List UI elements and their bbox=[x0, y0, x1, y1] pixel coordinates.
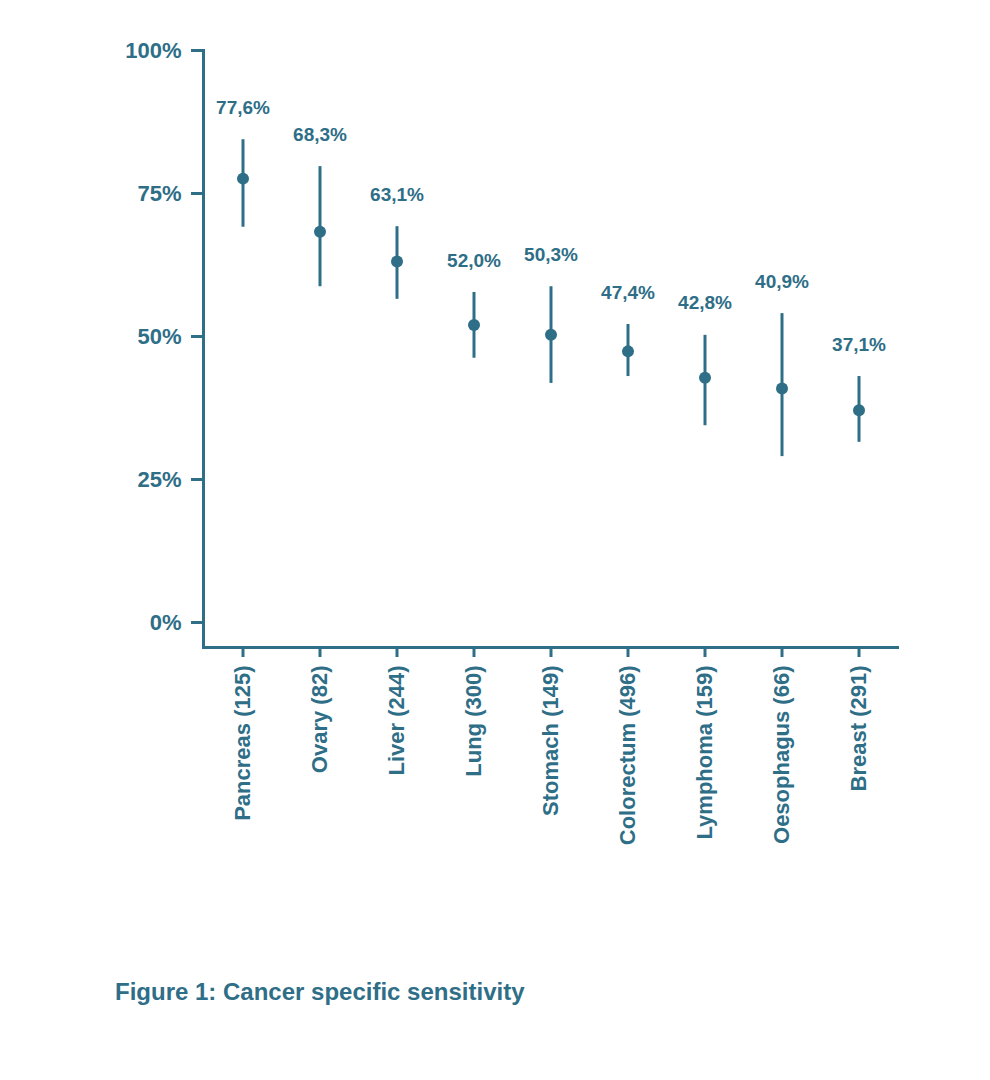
svg-text:Lung (300): Lung (300) bbox=[461, 666, 486, 777]
svg-text:Lymphoma (159): Lymphoma (159) bbox=[692, 666, 717, 840]
svg-text:Pancreas (125): Pancreas (125) bbox=[230, 666, 255, 821]
svg-text:Liver (244): Liver (244) bbox=[384, 666, 409, 776]
svg-text:63,1%: 63,1% bbox=[370, 184, 424, 205]
svg-text:Ovary (82): Ovary (82) bbox=[307, 666, 332, 774]
svg-text:42,8%: 42,8% bbox=[678, 292, 732, 313]
svg-text:Stomach (149): Stomach (149) bbox=[538, 666, 563, 816]
svg-text:100%: 100% bbox=[125, 38, 181, 63]
svg-text:47,4%: 47,4% bbox=[601, 282, 655, 303]
svg-text:50,3%: 50,3% bbox=[524, 244, 578, 265]
svg-text:68,3%: 68,3% bbox=[293, 124, 347, 145]
svg-text:0%: 0% bbox=[150, 610, 182, 635]
svg-text:37,1%: 37,1% bbox=[832, 334, 886, 355]
svg-text:40,9%: 40,9% bbox=[755, 271, 809, 292]
svg-text:52,0%: 52,0% bbox=[447, 250, 501, 271]
svg-text:Breast (291): Breast (291) bbox=[846, 666, 871, 792]
svg-text:77,6%: 77,6% bbox=[216, 97, 270, 118]
svg-text:50%: 50% bbox=[137, 324, 181, 349]
svg-text:Colorectum (496): Colorectum (496) bbox=[615, 666, 640, 846]
svg-text:25%: 25% bbox=[137, 467, 181, 492]
svg-text:Oesophagus (66): Oesophagus (66) bbox=[769, 666, 794, 844]
html-text:Figure 1: Cancer specific sens: Figure 1: Cancer specific sensitivity bbox=[115, 978, 525, 1005]
svg-text:75%: 75% bbox=[137, 181, 181, 206]
